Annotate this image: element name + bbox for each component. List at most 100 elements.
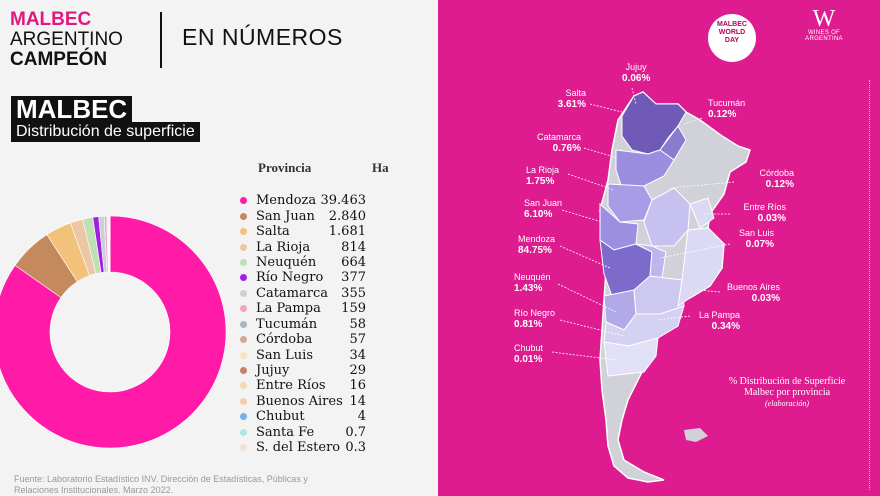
legend-swatch [240,336,247,344]
legend-swatch [240,428,247,436]
legend-province: La Pampa [256,301,321,317]
legend-hectares: 0.7 [345,424,366,440]
legend-hectares: 814 [341,239,366,255]
legend-swatch [240,444,247,452]
title-line-3: CAMPEÓN [10,49,108,70]
legend-swatch [240,413,247,421]
donut-chart [0,215,227,449]
donut-slice-mendoza [0,215,227,449]
legend-province: Jujuy [256,363,290,379]
legend-swatch [240,258,247,266]
legend-row: Santa Fe 0.7 [240,425,366,440]
legend-swatch [240,289,247,297]
map-label-mendoza: Mendoza 84.75% [518,234,556,256]
legend-province: Entre Ríos [256,378,326,394]
legend-province: Neuquén [256,254,317,270]
column-header-province: Provincia [258,160,312,175]
legend-province: Río Negro [256,270,324,286]
legend-swatch [240,397,247,405]
legend-province: Catamarca [256,285,328,301]
legend-hectares: 34 [349,347,366,363]
map-region-cordoba [643,187,691,247]
legend-hectares: 14 [349,393,366,409]
legend-swatch [240,351,247,359]
map-region-la-rioja [607,183,653,223]
chart-subtitle: Distribución de superficie [11,122,200,142]
map-label-chubut: Chubut 0.01% [514,343,544,365]
malbec-world-day-logo: MALBEC WORLD DAY [708,14,756,62]
legend-row: Tucumán 58 [240,317,366,332]
wines-of-argentina-logo: W WINES OF ARGENTINA [790,7,858,42]
legend-row: La Rioja 814 [240,239,366,255]
legend-row: Río Negro 377 [240,270,366,285]
map-label-catamarca: Catamarca 0.76% [536,132,581,154]
legend-swatch [240,382,247,390]
campaign-title: MALBEC ARGENTINO CAMPEÓN [10,10,123,70]
legend-swatch [240,228,247,236]
legend-swatch [240,367,247,375]
brand-name: WINES OF ARGENTINA [805,30,843,42]
section-title: EN NÚMEROS [182,24,343,50]
map-leader-lines [551,87,735,361]
legend-province: San Juan [256,208,315,224]
legend-hectares: 377 [341,270,366,286]
legend-row: Salta 1.681 [240,224,366,239]
map-caption: % Distribución de Superficie Malbec por … [728,376,846,408]
dotted-divider [869,80,870,490]
legend-row: Neuquén 664 [240,255,366,270]
title-line-2: ARGENTINO [10,29,123,50]
map-region-catamarca [615,149,675,189]
legend-row: Jujuy 29 [240,363,366,378]
legend-row: Buenos Aires 14 [240,394,366,409]
map-label-san-luis: San Luis 0.07% [738,228,774,250]
legend-row: San Juan 2.840 [240,208,366,224]
legend-province: Buenos Aires [256,393,343,409]
legend-province: Mendoza [256,193,317,209]
legend-row: Chubut 4 [240,409,366,424]
legend-hectares: 664 [341,254,366,270]
legend-hectares: 16 [349,378,366,394]
map-label-cordoba: Córdoba 0.12% [759,168,794,190]
title-line-1: MALBEC [10,9,92,30]
legend-row: S. del Estero 0.3 [240,440,366,455]
map-label-rio-negro: Río Negro 0.81% [514,308,556,330]
legend-hectares: 2.840 [328,208,366,224]
legend-province: La Rioja [256,239,311,255]
legend-hectares: 58 [349,316,366,332]
map-label-salta: Salta 3.61% [557,88,586,110]
map-label-jujuy: Jujuy 0.06% [622,62,651,84]
legend-hectares: 1.681 [328,224,366,240]
legend-hectares: 355 [341,285,366,301]
legend-row: Mendoza 39.463 [240,193,366,208]
map-label-la-pampa: La Pampa 0.34% [698,310,740,332]
legend-province: Córdoba [256,332,313,348]
legend-swatch [240,212,247,220]
legend-hectares: 159 [341,301,366,317]
legend-swatch [240,305,247,313]
legend-province: Salta [256,224,290,240]
legend-swatch [240,320,247,328]
legend-table: Mendoza 39.463 San Juan 2.840 Salta 1.681 La R… [240,193,366,455]
argentina-map [551,87,751,483]
right-panel: Jujuy 0.06% Salta 3.61% Tucumán 0.12% Catam… [438,0,880,496]
legend-row: La Pampa 159 [240,301,366,316]
column-header-ha: Ha [372,160,389,175]
map-islands [684,428,708,442]
map-label-neuquen: Neuquén 1.43% [514,272,551,294]
source-note: Fuente: Laboratorio Estadístico INV. Dir… [14,474,308,495]
map-region-entre-rios [689,197,715,229]
legend-row: Entre Ríos 16 [240,378,366,393]
map-region-salta [621,91,687,155]
legend-swatch [240,243,247,251]
map-label-san-juan: San Juan 6.10% [524,198,563,220]
legend-hectares: 57 [349,332,366,348]
legend-hectares: 29 [349,363,366,379]
legend-hectares: 0.3 [345,440,366,456]
legend-province: Santa Fe [256,424,315,440]
legend-row: San Luis 34 [240,347,366,363]
legend-province: Tucumán [256,316,318,332]
map-label-la-rioja: La Rioja 1.75% [526,165,560,187]
map-label-buenos-aires: Buenos Aires 0.03% [726,282,780,304]
map-region-chubut [603,337,659,377]
legend-hectares: 4 [357,409,366,425]
